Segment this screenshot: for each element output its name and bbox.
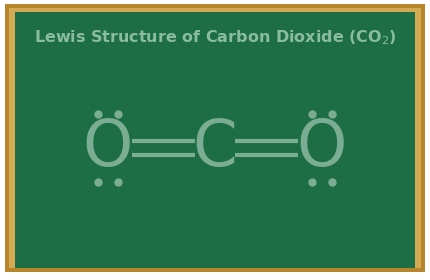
- Text: Lewis Structure of Carbon Dioxide (CO$_2$): Lewis Structure of Carbon Dioxide (CO$_2…: [34, 29, 396, 47]
- Text: O: O: [297, 117, 347, 179]
- Text: O: O: [83, 117, 133, 179]
- Text: C: C: [193, 117, 237, 179]
